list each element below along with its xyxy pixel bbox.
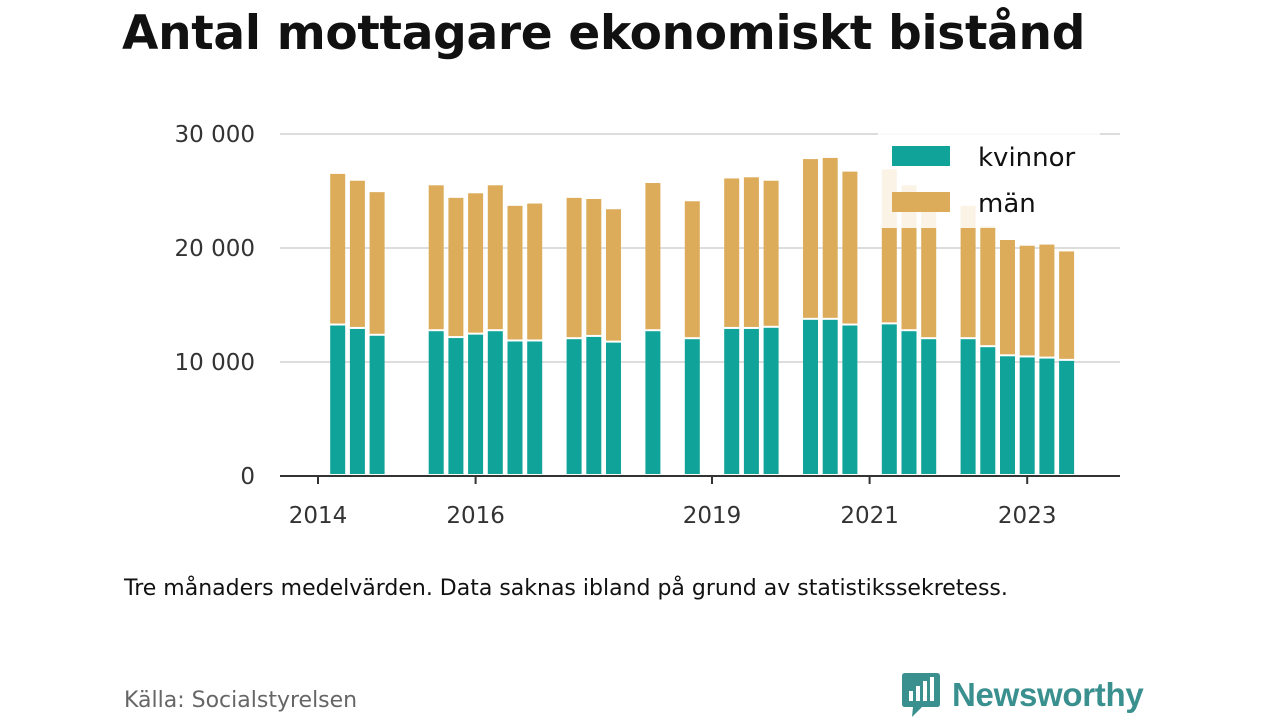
bar-kvinnor [330, 325, 346, 474]
bar-kvinnor [724, 328, 740, 474]
bar-kvinnor [822, 319, 838, 474]
bar-män [369, 192, 385, 334]
chart-note: Tre månaders medelvärden. Data saknas ib… [124, 576, 1008, 601]
bar-män [724, 178, 740, 327]
y-tick-label: 20 000 [175, 236, 255, 262]
x-tick-label: 2016 [446, 503, 505, 529]
bar-män [1039, 244, 1055, 357]
bar-kvinnor [468, 334, 484, 474]
bar-män [448, 197, 464, 337]
bar-män [428, 185, 444, 330]
bar-män [1000, 240, 1015, 355]
bar-män [330, 173, 346, 324]
bar-kvinnor [960, 339, 976, 474]
bar-män [487, 185, 503, 330]
bar-män [606, 209, 621, 341]
bar-män [763, 180, 779, 326]
x-axis: 2014 2016 2019 2021 2023 [280, 475, 1120, 529]
bar-kvinnor [803, 319, 818, 474]
x-tick-label: 2021 [840, 503, 899, 529]
x-tick-label: 2019 [683, 503, 742, 529]
bar-kvinnor [921, 339, 937, 474]
bar-män [1059, 251, 1075, 359]
bar-män [980, 226, 996, 346]
legend-swatch-kvinnor [892, 146, 950, 166]
bar-kvinnor [566, 339, 582, 474]
bar-kvinnor [763, 327, 779, 474]
bar-kvinnor [448, 338, 464, 474]
bar-kvinnor [507, 341, 523, 474]
bar-kvinnor [487, 331, 503, 474]
bar-män [527, 203, 543, 340]
chart-title: Antal mottagare ekonomiskt bistånd [122, 6, 1086, 61]
bar-män [468, 193, 484, 333]
bar-män [349, 180, 365, 327]
x-tick-label: 2014 [289, 503, 348, 529]
legend-swatch-män [892, 192, 950, 212]
brand-name: Newsworthy [952, 676, 1144, 713]
source-credit: Källa: Socialstyrelsen [124, 688, 358, 713]
legend-label-kvinnor: kvinnor [978, 143, 1076, 173]
y-tick-label: 10 000 [175, 350, 255, 376]
bar-kvinnor [1000, 356, 1015, 474]
x-tick-label: 2023 [998, 503, 1057, 529]
y-tick-label: 0 [240, 464, 255, 490]
bar-kvinnor [1019, 357, 1035, 474]
bar-män [566, 197, 582, 338]
brand-logo: Newsworthy [900, 670, 1144, 720]
bar-kvinnor [980, 347, 996, 474]
bar-kvinnor [606, 342, 621, 474]
bar-män [507, 205, 523, 340]
bar-män [1019, 245, 1035, 356]
y-tick-label: 30 000 [175, 122, 255, 148]
bar-kvinnor [369, 335, 385, 474]
bar-kvinnor [842, 325, 858, 474]
bar-män [960, 205, 976, 338]
bar-män [743, 177, 759, 327]
stacked-bar-chart: 0 10 000 20 000 30 000 2014 2016 2019 2021 2023… [175, 122, 1120, 529]
bar-män [684, 201, 700, 338]
legend-label-män: män [978, 189, 1036, 219]
bar-kvinnor [1059, 360, 1075, 474]
bar-kvinnor [586, 336, 602, 474]
bars [330, 157, 1075, 474]
bar-kvinnor [349, 328, 365, 474]
bar-kvinnor [901, 331, 917, 474]
bar-kvinnor [881, 324, 897, 474]
bar-män [822, 157, 838, 318]
bar-kvinnor [645, 331, 661, 474]
bar-män [921, 202, 937, 338]
bar-män [586, 198, 602, 335]
bar-män [645, 183, 661, 330]
bar-kvinnor [527, 341, 543, 474]
legend: kvinnor män [878, 132, 1100, 228]
bar-kvinnor [684, 339, 700, 474]
bar-kvinnor [743, 328, 759, 474]
bar-kvinnor [428, 331, 444, 474]
bar-män [842, 171, 858, 324]
bar-kvinnor [1039, 358, 1055, 474]
bar-män [803, 159, 818, 318]
y-axis: 0 10 000 20 000 30 000 [175, 122, 255, 490]
newsworthy-logo-icon [902, 673, 940, 717]
